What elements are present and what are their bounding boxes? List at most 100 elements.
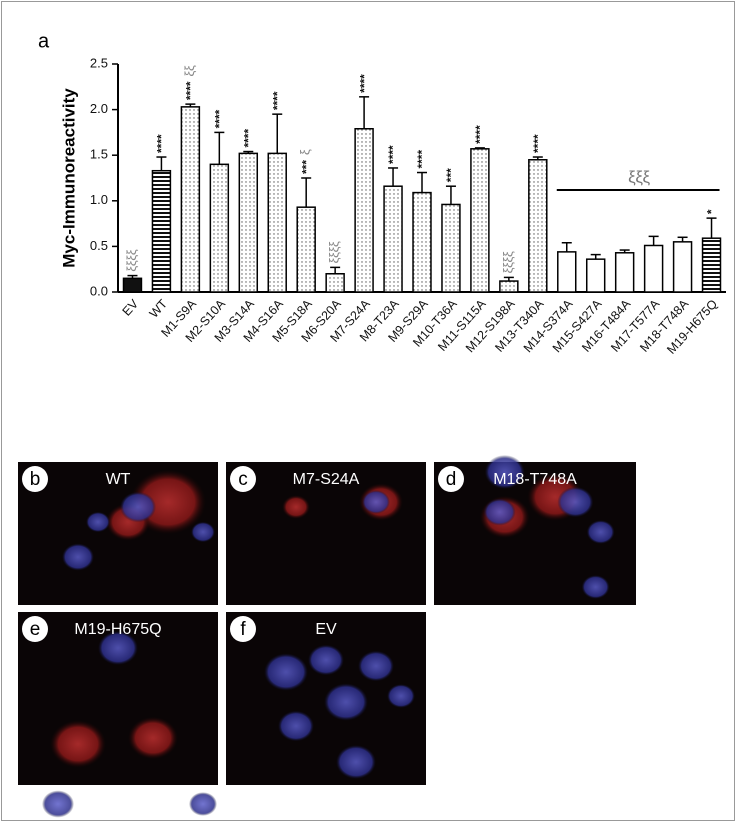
cell: [86, 511, 110, 533]
bar: [267, 152, 287, 293]
cell: [62, 543, 94, 571]
y-axis-label: Myc-Immunoreactivity: [59, 88, 78, 268]
panel-letter-badge: [22, 466, 48, 492]
significance: ****: [270, 91, 284, 110]
significance: ****: [415, 150, 429, 169]
panel-label: M7-S24A: [293, 471, 360, 488]
error-bar: [561, 242, 572, 252]
significance: ****: [155, 134, 169, 153]
error-bar: [185, 103, 196, 107]
bar: [643, 244, 664, 293]
cell: [189, 792, 217, 816]
panel-letter: c: [238, 469, 248, 490]
error-bar: [706, 217, 717, 239]
panel-letter: a: [38, 30, 50, 52]
bar: [585, 258, 606, 293]
bar: [383, 185, 403, 293]
error-bar: [417, 171, 427, 193]
bar: [238, 152, 259, 293]
x-tick-label: WT: [147, 297, 171, 321]
bar: [354, 128, 374, 293]
xi-annotation: ξ: [298, 149, 313, 155]
bar: [701, 237, 722, 293]
error-bar: [127, 274, 138, 279]
y-tick-label: 1.5: [90, 147, 108, 162]
error-bar: [301, 177, 312, 208]
bar: [180, 106, 201, 293]
error-bar: [677, 236, 688, 242]
bar: [412, 191, 432, 293]
panel-letter: e: [30, 619, 41, 640]
error-bar: [156, 156, 167, 171]
y-tick-label: 2.5: [90, 55, 108, 70]
error-bar: [532, 156, 543, 160]
cell: [336, 745, 376, 779]
cell: [557, 486, 594, 518]
bar: [122, 277, 143, 293]
panel-letter: f: [240, 619, 246, 640]
significance: ****: [473, 125, 487, 144]
error-bar: [503, 276, 514, 282]
cell: [581, 575, 610, 599]
bar: [557, 251, 577, 293]
cell: [98, 631, 138, 665]
significance: ****: [357, 74, 371, 93]
cell: [191, 521, 215, 543]
error-bar: [214, 131, 225, 165]
y-tick-label: 0.5: [90, 238, 108, 253]
error-bar: [330, 266, 341, 274]
y-tick-label: 0.0: [90, 283, 108, 298]
panel-letter-badge: [230, 466, 256, 492]
error-bar: [243, 150, 254, 154]
significance: ****: [184, 81, 198, 100]
xi-annotation: ξξξξ: [327, 241, 342, 263]
cell: [308, 644, 344, 676]
bar: [499, 280, 519, 293]
cell: [483, 498, 516, 526]
cell: [278, 710, 314, 742]
panel-letter: d: [446, 469, 457, 490]
cell: [50, 720, 106, 768]
significance: ****: [241, 129, 255, 148]
error-bar: [619, 249, 630, 253]
bar: [296, 206, 316, 293]
bar: [441, 203, 461, 293]
xi-annotation: ξξξξ: [124, 249, 139, 271]
panel-label: WT: [106, 471, 131, 488]
cell: [484, 455, 525, 489]
bar: [528, 159, 548, 293]
cell: [128, 716, 178, 760]
x-tick-label: EV: [120, 296, 142, 318]
significance: ****: [531, 134, 545, 153]
error-bar: [272, 113, 283, 154]
xi-annotation: ξξ: [182, 65, 197, 76]
micrograph: [226, 462, 426, 605]
y-tick-label: 2.0: [90, 101, 108, 116]
panel-label: EV: [315, 621, 337, 638]
panel-letter-badge: [22, 616, 48, 642]
panel-label: M19-H675Q: [74, 621, 161, 638]
cell: [362, 490, 390, 514]
bar: [209, 163, 230, 293]
bar: [614, 252, 635, 293]
xi-annotation: ξξξξ: [500, 251, 515, 273]
panel-letter-badge: [230, 616, 256, 642]
cell: [264, 653, 308, 691]
significance: ***: [299, 160, 313, 174]
bar: [672, 241, 693, 293]
error-bar: [648, 235, 659, 246]
bar: [470, 148, 490, 293]
error-bar: [474, 147, 485, 149]
significance: ****: [386, 145, 400, 164]
cell: [42, 790, 74, 818]
significance: ****: [213, 109, 227, 128]
bar: [325, 273, 345, 293]
bar: [151, 169, 172, 293]
error-bar: [590, 253, 601, 260]
panel-label: M18-T748A: [493, 471, 577, 488]
cell: [282, 495, 310, 519]
bracket-label: ξξξ: [628, 167, 650, 186]
significance: ***: [444, 168, 458, 182]
